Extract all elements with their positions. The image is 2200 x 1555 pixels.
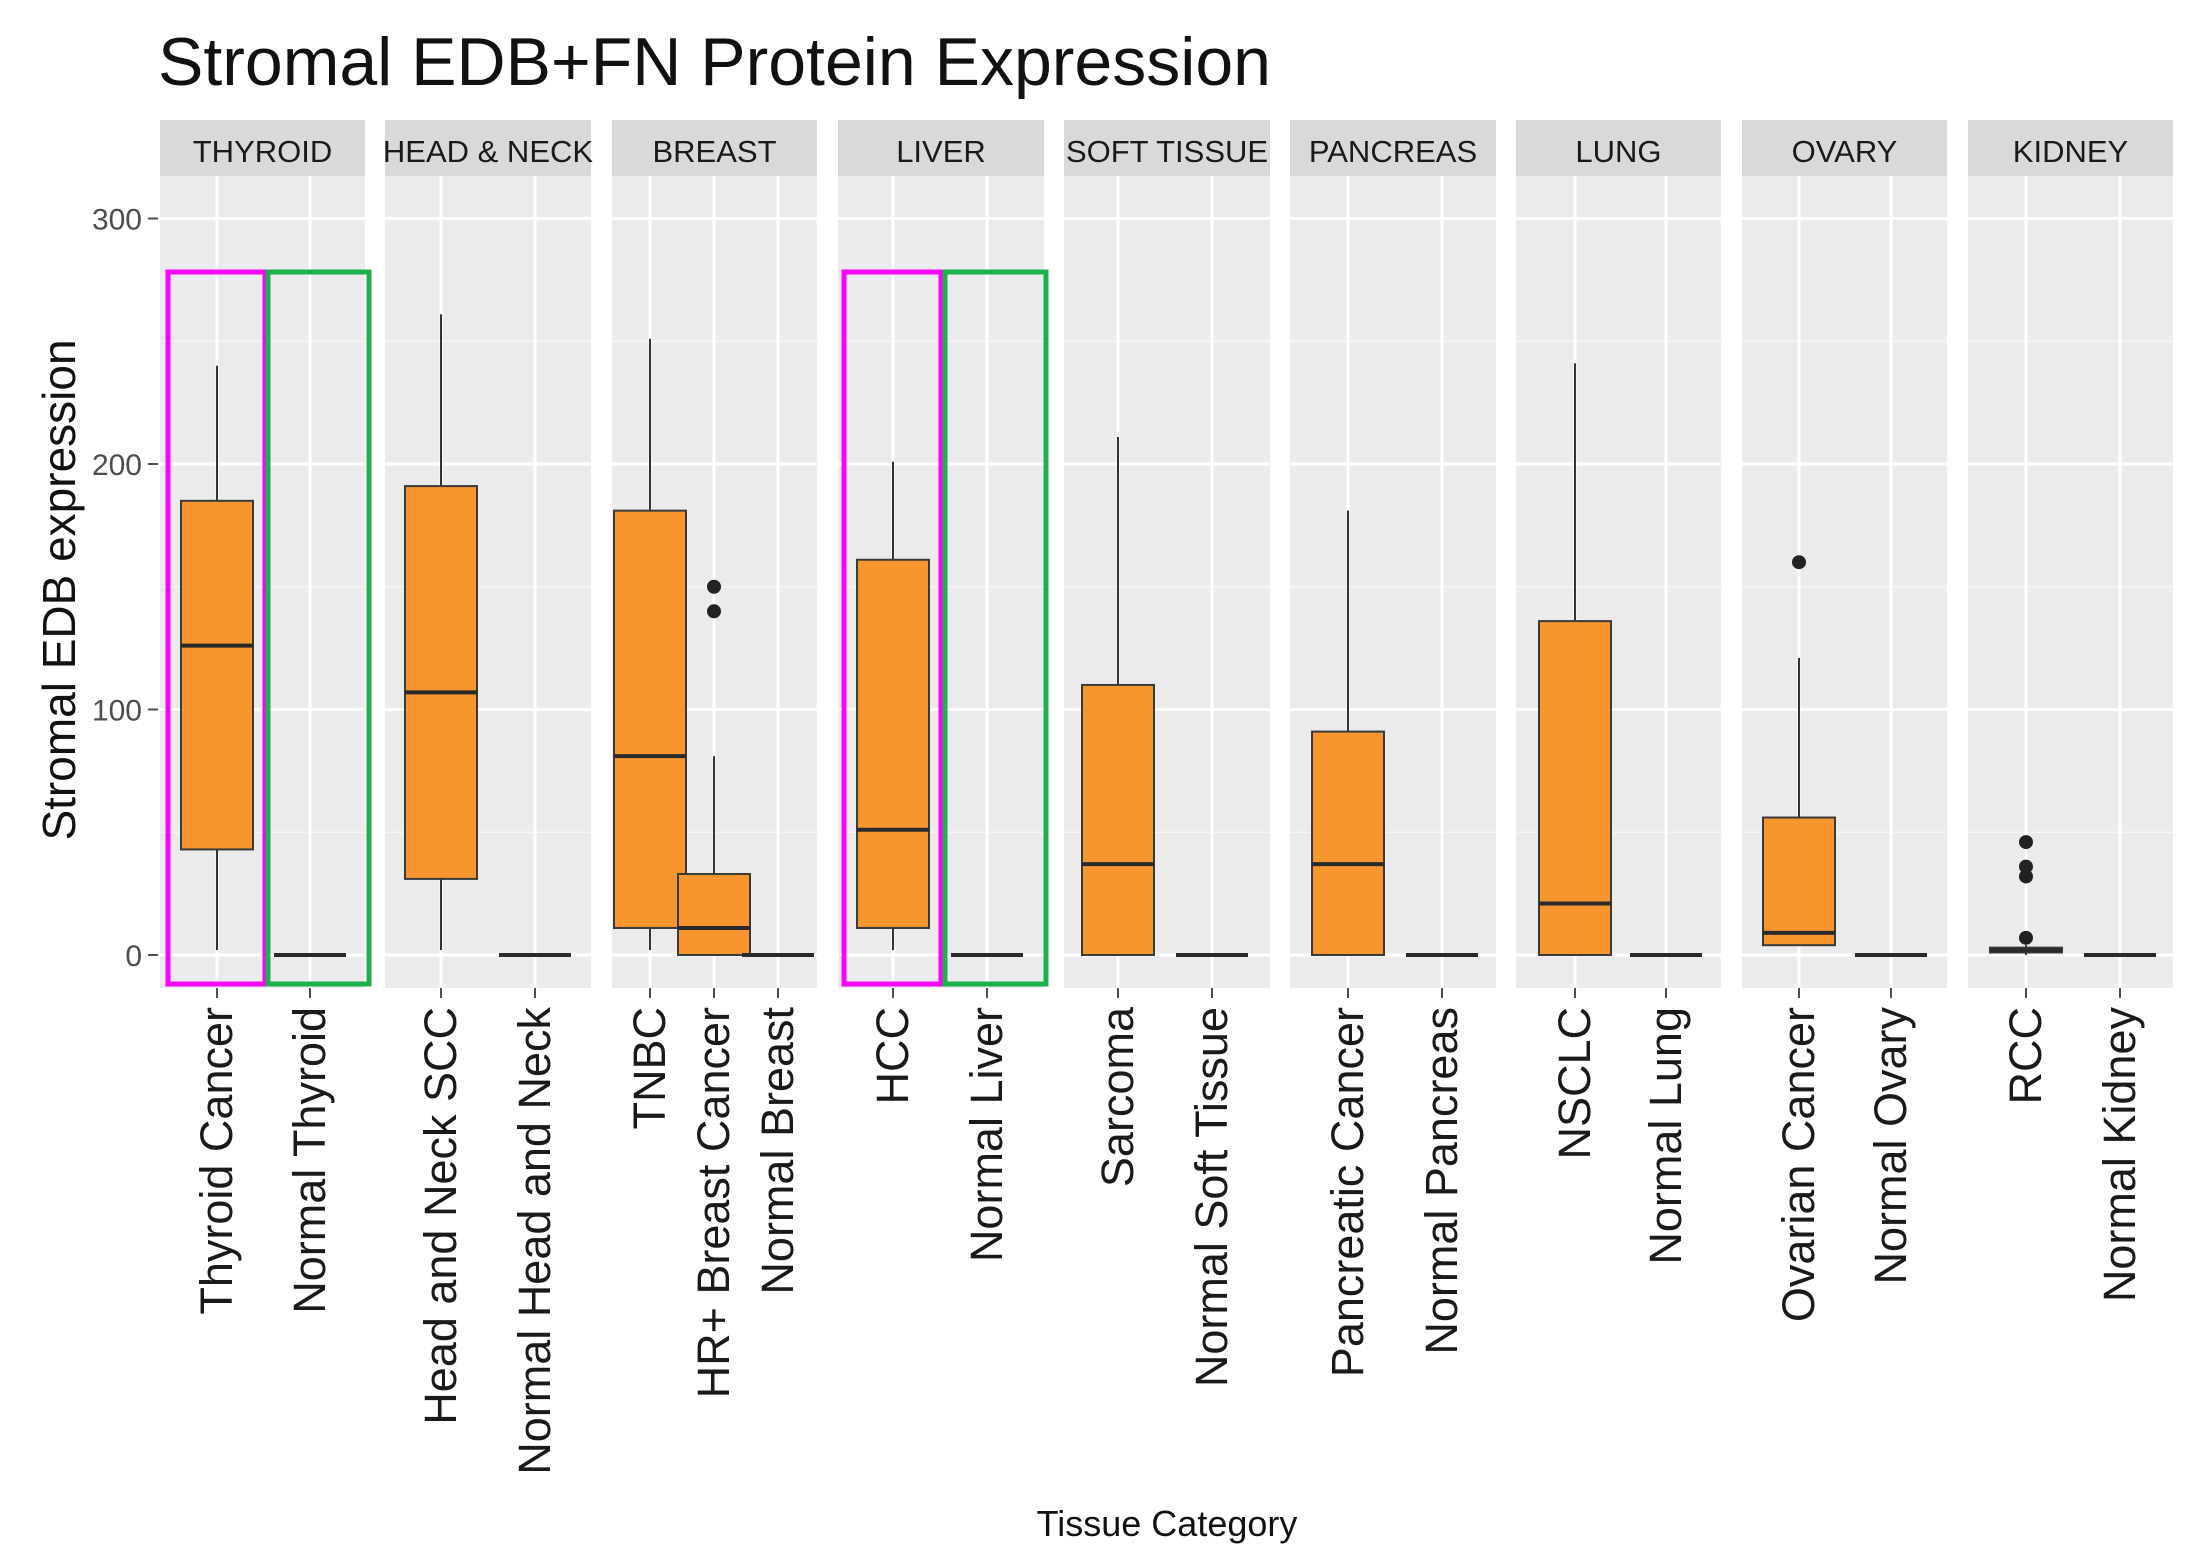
x-tick-label: Normal Liver [961,1007,1012,1262]
normal-highlight-box [265,269,372,987]
facet-strip [1516,120,1721,176]
facet-strip-label: HEAD & NECK [383,134,593,169]
y-axis-label: Stromal EDB expression [33,339,85,840]
box-iqr [613,509,687,929]
facet-strip [160,120,365,176]
facet-strip-label: OVARY [1792,134,1898,169]
x-tick-label: HR+ Breast Cancer [688,1007,739,1398]
x-tick-label: Ovarian Cancer [1773,1007,1824,1322]
box-head-and-neck-scc [404,314,478,951]
x-axis-label: Tissue Category [1037,1503,1298,1544]
facet-strip [838,120,1044,176]
box-ovarian-cancer [1762,555,1836,947]
box-rcc [1989,835,2063,955]
facet-strip [1290,120,1496,176]
outlier-point [2019,835,2033,850]
x-tick-label: Normal Pancreas [1416,1007,1467,1355]
facet-panel: LUNG [1516,120,1721,988]
box-iqr [856,558,930,929]
box-sarcoma [1081,436,1155,956]
facet-strip [1968,120,2173,176]
x-tick-label: Normal Head and Neck [509,1007,560,1475]
facet-strip-label: KIDNEY [2013,134,2128,169]
x-tick-label: Normal Kidney [2094,1007,2145,1303]
facet-strip-label: BREAST [652,134,776,169]
box-hcc [856,461,930,951]
facet-strip [1742,120,1947,176]
normal-highlight-box [942,269,1049,987]
y-tick-label: 200 [92,449,142,482]
x-tick-label: Sarcoma [1092,1006,1143,1187]
facet-panel: OVARY [1742,120,1947,988]
x-tick-label: Head and Neck SCC [415,1007,466,1425]
box-iqr [677,872,751,956]
cancer-highlight-box [165,269,268,987]
x-tick-label: Normal Breast [752,1007,803,1295]
facet-strip [385,120,591,176]
box-iqr [404,485,478,880]
facet-panel: SOFT TISSUE [1064,120,1270,988]
y-tick-label: 100 [92,695,142,728]
x-tick-label: NSCLC [1549,1007,1600,1160]
x-tick-label: TNBC [624,1007,675,1130]
outlier-point [2019,869,2033,884]
facet-strip-label: LUNG [1575,134,1661,169]
x-tick-label: Normal Soft Tissue [1186,1007,1237,1387]
box-hr-breast-cancer [677,579,751,956]
x-tick-label: Normal Lung [1640,1007,1691,1265]
facet-strip-label: LIVER [896,134,986,169]
facet-strip [1064,120,1270,176]
facet-panel: PANCREAS [1290,120,1496,988]
outlier-point [707,604,721,619]
box-tnbc [613,338,687,951]
x-tick-label: Pancreatic Cancer [1322,1007,1373,1377]
box-iqr [1538,620,1612,956]
facet-strip-label: THYROID [193,134,333,169]
y-tick-label: 300 [92,204,142,237]
x-tick-label: Thyroid Cancer [191,1007,242,1315]
box-pancreatic-cancer [1311,510,1385,956]
facet-panel: HEAD & NECK [383,120,593,988]
box-nsclc [1538,363,1612,956]
box-iqr [180,499,254,851]
x-tick-label: Normal Ovary [1865,1007,1916,1285]
outlier-point [2019,930,2033,945]
panel-background [1968,176,2173,988]
outlier-point [2019,859,2033,874]
x-axis-tick-labels: Thyroid Cancer Normal Thyroid Head and Nec… [191,988,2145,1475]
facet-strip-label: PANCREAS [1309,134,1477,169]
cancer-highlight-box [841,269,944,987]
x-tick-label: RCC [2000,1007,2051,1105]
box-iqr [1762,816,1836,947]
facet-strip-label: SOFT TISSUE [1066,134,1268,169]
outlier-point [1792,555,1806,570]
facet-panel: BREAST [612,120,817,988]
x-tick-label: HCC [867,1007,918,1105]
box-thyroid-cancer [180,365,254,951]
y-axis: 0 100 200 300 [92,204,158,973]
facet-strip [612,120,817,176]
box-iqr [1311,730,1385,956]
facet-panels: THYROID HEAD & NECK BREAST LIVER SOFT TISSUE… [160,120,2173,988]
outlier-point [707,579,721,594]
y-tick-label: 0 [125,940,142,973]
box-iqr [1081,683,1155,956]
chart-title: Stromal EDB+FN Protein Expression [158,24,1271,100]
facet-panel: KIDNEY [1968,120,2173,988]
x-tick-label: Normal Thyroid [284,1007,335,1314]
